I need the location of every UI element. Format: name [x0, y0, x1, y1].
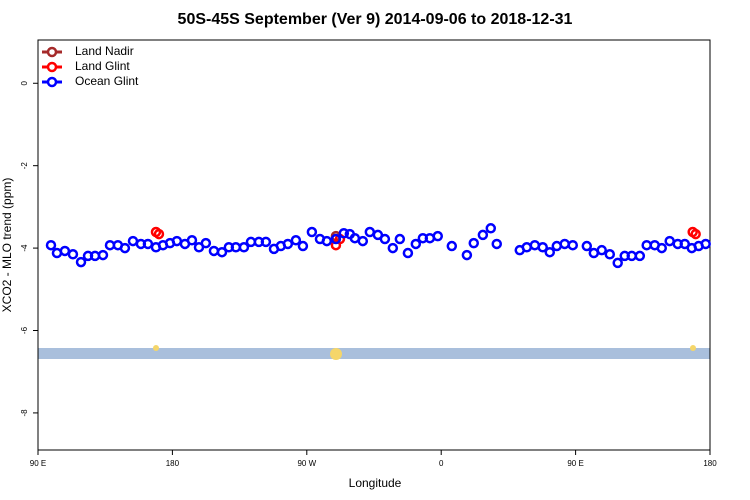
- point: [690, 228, 701, 240]
- y-tick-label: -4: [20, 244, 29, 252]
- x-tick-label: 180: [166, 459, 180, 468]
- y-tick-label: -2: [20, 162, 29, 170]
- point: [153, 228, 165, 240]
- chart-title: 50S-45S September (Ver 9) 2014-09-06 to …: [178, 11, 573, 28]
- point: [379, 233, 391, 245]
- legend-label: Ocean Glint: [75, 74, 139, 88]
- point: [67, 249, 79, 260]
- point: [387, 242, 399, 254]
- point: [282, 238, 294, 250]
- point: [97, 249, 109, 261]
- x-tick-label: 90 W: [297, 459, 316, 468]
- point: [290, 235, 302, 246]
- legend-label: Land Nadir: [75, 44, 134, 58]
- point: [357, 235, 369, 247]
- point: [260, 236, 272, 248]
- point: [544, 246, 556, 258]
- point: [216, 246, 228, 258]
- point: [468, 237, 480, 249]
- point: [402, 247, 414, 259]
- legend-marker: [46, 46, 58, 58]
- point: [119, 242, 131, 254]
- land-band: [38, 348, 710, 359]
- point: [612, 257, 623, 269]
- point: [604, 249, 616, 260]
- point: [330, 233, 342, 245]
- point: [581, 240, 593, 252]
- point: [338, 228, 350, 239]
- point: [200, 237, 212, 249]
- point: [432, 230, 444, 242]
- land-spot: [330, 348, 342, 360]
- y-tick-label: -8: [20, 409, 29, 417]
- land-spot: [690, 345, 696, 351]
- legend-marker: [46, 61, 58, 73]
- point: [446, 240, 458, 252]
- land-spot: [153, 345, 159, 351]
- x-tick-label: 180: [703, 459, 717, 468]
- point: [410, 238, 422, 250]
- point: [306, 226, 318, 238]
- legend-label: Land Glint: [75, 59, 130, 73]
- point: [567, 239, 579, 251]
- point: [491, 238, 503, 250]
- y-axis-label: XCO2 - MLO trend (ppm): [0, 178, 14, 313]
- point: [394, 233, 406, 245]
- point: [186, 235, 198, 246]
- point: [634, 250, 646, 262]
- point: [321, 235, 333, 247]
- y-tick-label: -6: [20, 326, 29, 334]
- point: [537, 242, 548, 253]
- point: [238, 242, 250, 253]
- legend-marker: [46, 76, 58, 88]
- point: [75, 256, 87, 268]
- x-axis-label: Longitude: [349, 476, 402, 490]
- point: [297, 240, 309, 252]
- point: [477, 229, 489, 241]
- y-tick-label: 0: [20, 80, 29, 85]
- point: [45, 239, 57, 251]
- point: [596, 244, 607, 256]
- point: [700, 238, 711, 250]
- point: [461, 249, 473, 261]
- x-tick-label: 0: [439, 459, 444, 468]
- point: [656, 242, 668, 254]
- point: [485, 223, 497, 234]
- x-tick-label: 90 E: [30, 459, 46, 468]
- x-tick-label: 90 E: [567, 459, 583, 468]
